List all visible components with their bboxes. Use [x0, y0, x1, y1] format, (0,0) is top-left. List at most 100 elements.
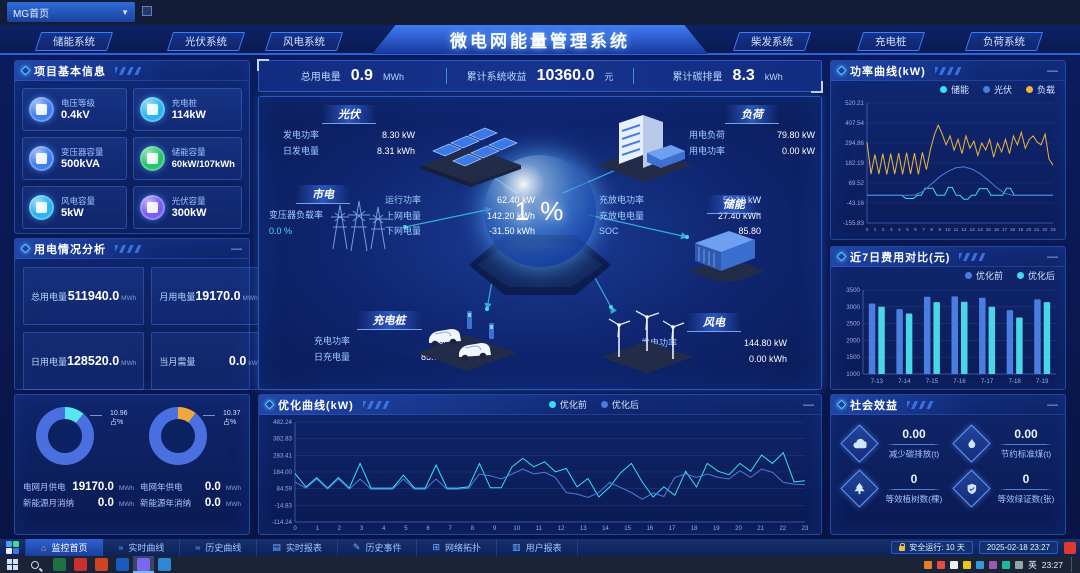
- svg-text:3: 3: [360, 526, 364, 532]
- svg-text:23: 23: [1050, 227, 1056, 232]
- svg-text:17: 17: [669, 526, 676, 532]
- panel-header: 项目基本信息: [15, 61, 249, 81]
- solar-panels-icon: [421, 127, 521, 187]
- kpi-system-revenue: 累计系统收益 10360.0 元: [466, 67, 614, 84]
- nav-network-topology[interactable]: ⊞ 网络拓扑: [417, 539, 498, 556]
- tab-wind-system[interactable]: 风电系统: [264, 32, 344, 51]
- svg-text:-43.16: -43.16: [846, 200, 864, 207]
- svg-text:482.24: 482.24: [273, 419, 292, 426]
- diamond-icon: [836, 251, 847, 262]
- search-icon[interactable]: [31, 560, 39, 569]
- legend-item[interactable]: 优化前: [548, 398, 587, 411]
- donut-year-label: 10.37 占%: [222, 410, 241, 427]
- panel-header: 功率曲线(kW) —: [831, 61, 1065, 81]
- social-carbon: 0.00 减少碳排放(t): [840, 424, 943, 463]
- power-curve-chart: 520.21 407.54 294.86 182.19 69.52 -43.16 -155.…: [831, 96, 1065, 239]
- header-stripes-decoration: [115, 244, 141, 253]
- grid-month-share-donut: [35, 407, 94, 465]
- nav-monitor-home[interactable]: ⌂ 监控首页: [26, 539, 104, 556]
- svg-text:7-13: 7-13: [871, 378, 884, 385]
- diamond-icon: [836, 65, 847, 76]
- svg-text:184.00: 184.00: [273, 469, 292, 476]
- minimize-icon[interactable]: —: [1047, 398, 1058, 411]
- social-certs: 0 等效绿证数(张): [952, 469, 1055, 508]
- svg-text:17: 17: [1002, 227, 1008, 232]
- legend-item[interactable]: 优化后: [600, 398, 639, 411]
- panel-title: 优化曲线(kW): [278, 399, 354, 412]
- title-block: 微电网能量管理系统: [372, 25, 708, 54]
- minimize-icon[interactable]: —: [1047, 64, 1058, 77]
- legend-item[interactable]: 负载: [1025, 83, 1055, 96]
- voltage-level-icon: [29, 97, 54, 122]
- header-stripes-decoration: [115, 66, 141, 75]
- language-indicator[interactable]: 英: [1028, 559, 1037, 570]
- show-desktop-button[interactable]: [1071, 557, 1075, 572]
- grid-year-supply: 电网年供电 0.0 MWh: [140, 481, 241, 493]
- svg-text:9: 9: [493, 526, 497, 532]
- bottom-nav: ⌂ 监控首页 ≈ 实时曲线 ≈ 历史曲线 ▤ 实时报表 ✎ 历史事件 ⊞ 网络拓扑 ▥ 用户报…: [0, 539, 1080, 556]
- tray-icon[interactable]: [950, 560, 959, 569]
- svg-text:7-15: 7-15: [926, 378, 939, 385]
- legend-item[interactable]: 光伏: [982, 83, 1012, 96]
- nav-user-report[interactable]: ▥ 用户报表: [497, 539, 578, 556]
- svg-text:7-18: 7-18: [1008, 378, 1021, 385]
- tray-icon[interactable]: [937, 560, 946, 569]
- minimize-icon[interactable]: —: [231, 242, 242, 255]
- nav-realtime-report[interactable]: ▤ 实时报表: [257, 539, 338, 556]
- chevron-down-icon: ▼: [121, 7, 129, 17]
- optimize-curve-panel: 优化曲线(kW) 优化前 优化后 — 482.24 382.83 283.41 184.…: [258, 394, 822, 535]
- minimize-icon[interactable]: —: [802, 398, 814, 411]
- charger-capacity-icon: [139, 97, 165, 122]
- taskbar-app-red[interactable]: [70, 556, 91, 573]
- kpi-separator: [633, 68, 635, 84]
- tray-icon[interactable]: [924, 560, 933, 569]
- tab-load-system[interactable]: 负荷系统: [964, 32, 1044, 51]
- tray-icon[interactable]: [976, 560, 985, 569]
- tab-charger[interactable]: 充电桩: [856, 32, 925, 51]
- svg-text:9: 9: [939, 227, 942, 232]
- start-button[interactable]: [5, 557, 20, 572]
- header-stripes-decoration: [934, 66, 961, 75]
- diamond-icon: [20, 243, 31, 254]
- info-card-pv: 光伏容量 300kW: [132, 186, 242, 229]
- tray-icon[interactable]: [1015, 560, 1024, 569]
- clock[interactable]: 23:27: [1041, 559, 1063, 570]
- page-title: 微电网能量管理系统: [450, 32, 630, 51]
- tab-diesel-system[interactable]: 柴发系统: [732, 32, 812, 51]
- nav-history-events[interactable]: ✎ 历史事件: [338, 539, 418, 556]
- tree-icon: [840, 469, 879, 508]
- tray-icon[interactable]: [1002, 560, 1011, 569]
- tray-icon[interactable]: [963, 560, 972, 569]
- panel-title: 功率曲线(kW): [850, 65, 926, 78]
- taskbar-app-blue[interactable]: [112, 556, 133, 573]
- tray-icon[interactable]: [989, 560, 998, 569]
- page-select-dropdown[interactable]: MG首页 ▼: [7, 2, 135, 22]
- transformer-icon: [29, 146, 54, 171]
- home-icon: ⌂: [41, 542, 47, 553]
- taskbar-app-excel[interactable]: [49, 556, 70, 573]
- tab-pv-system[interactable]: 光伏系统: [166, 32, 246, 51]
- svg-text:7-19: 7-19: [1036, 378, 1049, 385]
- legend-item[interactable]: 优化后: [1016, 269, 1055, 282]
- svg-text:1500: 1500: [846, 354, 860, 361]
- svg-text:22: 22: [1042, 227, 1048, 232]
- svg-text:22: 22: [779, 526, 786, 532]
- apps-grid-icon[interactable]: [0, 539, 26, 556]
- taskbar-app-active[interactable]: [133, 556, 154, 573]
- taskbar-app-powerpoint[interactable]: [91, 556, 112, 573]
- legend-item[interactable]: 储能: [939, 83, 969, 96]
- red-app-icon[interactable]: [1064, 541, 1076, 554]
- taskbar-app-teal[interactable]: [154, 556, 175, 573]
- svg-text:407.54: 407.54: [845, 120, 864, 127]
- nav-history-curve[interactable]: ≈ 历史曲线: [180, 539, 258, 556]
- window-icon[interactable]: [142, 6, 152, 16]
- svg-text:3000: 3000: [846, 304, 860, 311]
- svg-text:-14.83: -14.83: [274, 502, 292, 509]
- legend-item[interactable]: 优化前: [964, 269, 1003, 282]
- tab-storage-system[interactable]: 储能系统: [34, 32, 114, 51]
- svg-text:11: 11: [536, 526, 543, 532]
- nav-realtime-curve[interactable]: ≈ 实时曲线: [103, 539, 181, 556]
- panel-header: 近7日费用对比(元) —: [831, 247, 1065, 267]
- minimize-icon[interactable]: —: [1047, 250, 1058, 263]
- supply-share-panel: 10.96 占% 10.37 占% 电网月供电 19170.0 MWh 电网年供电 0.0…: [14, 394, 250, 535]
